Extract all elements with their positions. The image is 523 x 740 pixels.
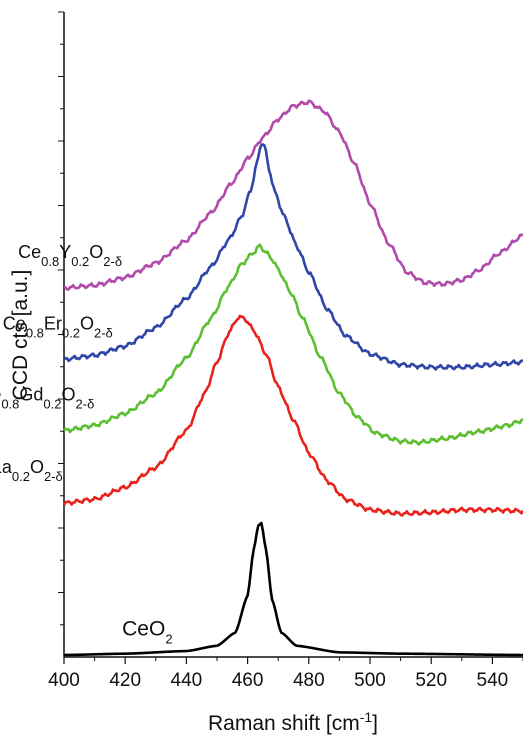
series-label-part: Ce <box>0 385 1 405</box>
series-label-part: 2-δ <box>94 325 113 340</box>
x-tick-label: 520 <box>415 670 447 691</box>
series-label-part: Gd <box>19 385 43 405</box>
series-label-part: Ce <box>3 313 26 333</box>
series-label-part: Ce <box>18 242 41 262</box>
x-tick-label: 400 <box>48 670 80 691</box>
series-label-part: Er <box>44 313 62 333</box>
y-axis-ticks <box>58 11 64 626</box>
series-label-part: CeO <box>122 618 165 641</box>
series-lines <box>62 99 523 657</box>
series-label-part: O <box>80 313 94 333</box>
series-label-part: 2-δ <box>44 469 63 484</box>
x-tick-label: 540 <box>477 670 509 691</box>
series-line <box>63 143 523 371</box>
series-line <box>63 243 523 446</box>
series-label-part: 0.2 <box>71 254 89 269</box>
series-label-part: O <box>89 242 103 262</box>
series-label-part: O <box>30 457 44 477</box>
x-tick-label: 420 <box>109 670 141 691</box>
x-axis-ticks: 400 420 440 460 480 500 520 540 <box>48 657 523 691</box>
series-label-part: 0.8 <box>41 254 59 269</box>
x-axis-label-superscript: -1 <box>360 709 373 725</box>
x-tick-label: 440 <box>171 670 203 691</box>
series-label-part: 0.2 <box>12 469 30 484</box>
series-label: Ce0.8Er0.2O2-δ <box>3 313 113 340</box>
series-label: Ce0.8Gd0.2O2-δ <box>0 385 94 412</box>
series-label-part: 2-δ <box>76 396 95 411</box>
series-label-part: Y <box>59 242 71 262</box>
series-line <box>63 99 523 291</box>
series-label-part: La <box>0 457 13 477</box>
y-axis-label: CCD cts [a.u.] <box>9 270 32 401</box>
series-label-part: 0.2 <box>43 396 61 411</box>
series-labels: CeO2Ce0.8La0.2O2-δCe0.8Gd0.2O2-δCe0.8Er0… <box>0 242 173 646</box>
x-axis-label: Raman shift [cm-1] <box>208 709 378 735</box>
series-label-part: 0.8 <box>1 396 19 411</box>
series-label-part: 2-δ <box>103 254 122 269</box>
x-tick-label: 460 <box>232 670 264 691</box>
series-line <box>62 314 523 517</box>
x-tick-label: 500 <box>354 670 386 691</box>
series-label-part: 2 <box>165 631 172 646</box>
x-tick-label: 480 <box>293 670 325 691</box>
series-label-part: 0.2 <box>62 325 80 340</box>
series-label: CeO2 <box>122 618 172 647</box>
series-label-part: 0.8 <box>26 325 44 340</box>
series-label-part: O <box>62 385 76 405</box>
series-label: Ce0.8La0.2O2-δ <box>0 457 63 484</box>
series-label: Ce0.8Y0.2O2-δ <box>18 242 122 269</box>
series-line <box>63 521 523 657</box>
